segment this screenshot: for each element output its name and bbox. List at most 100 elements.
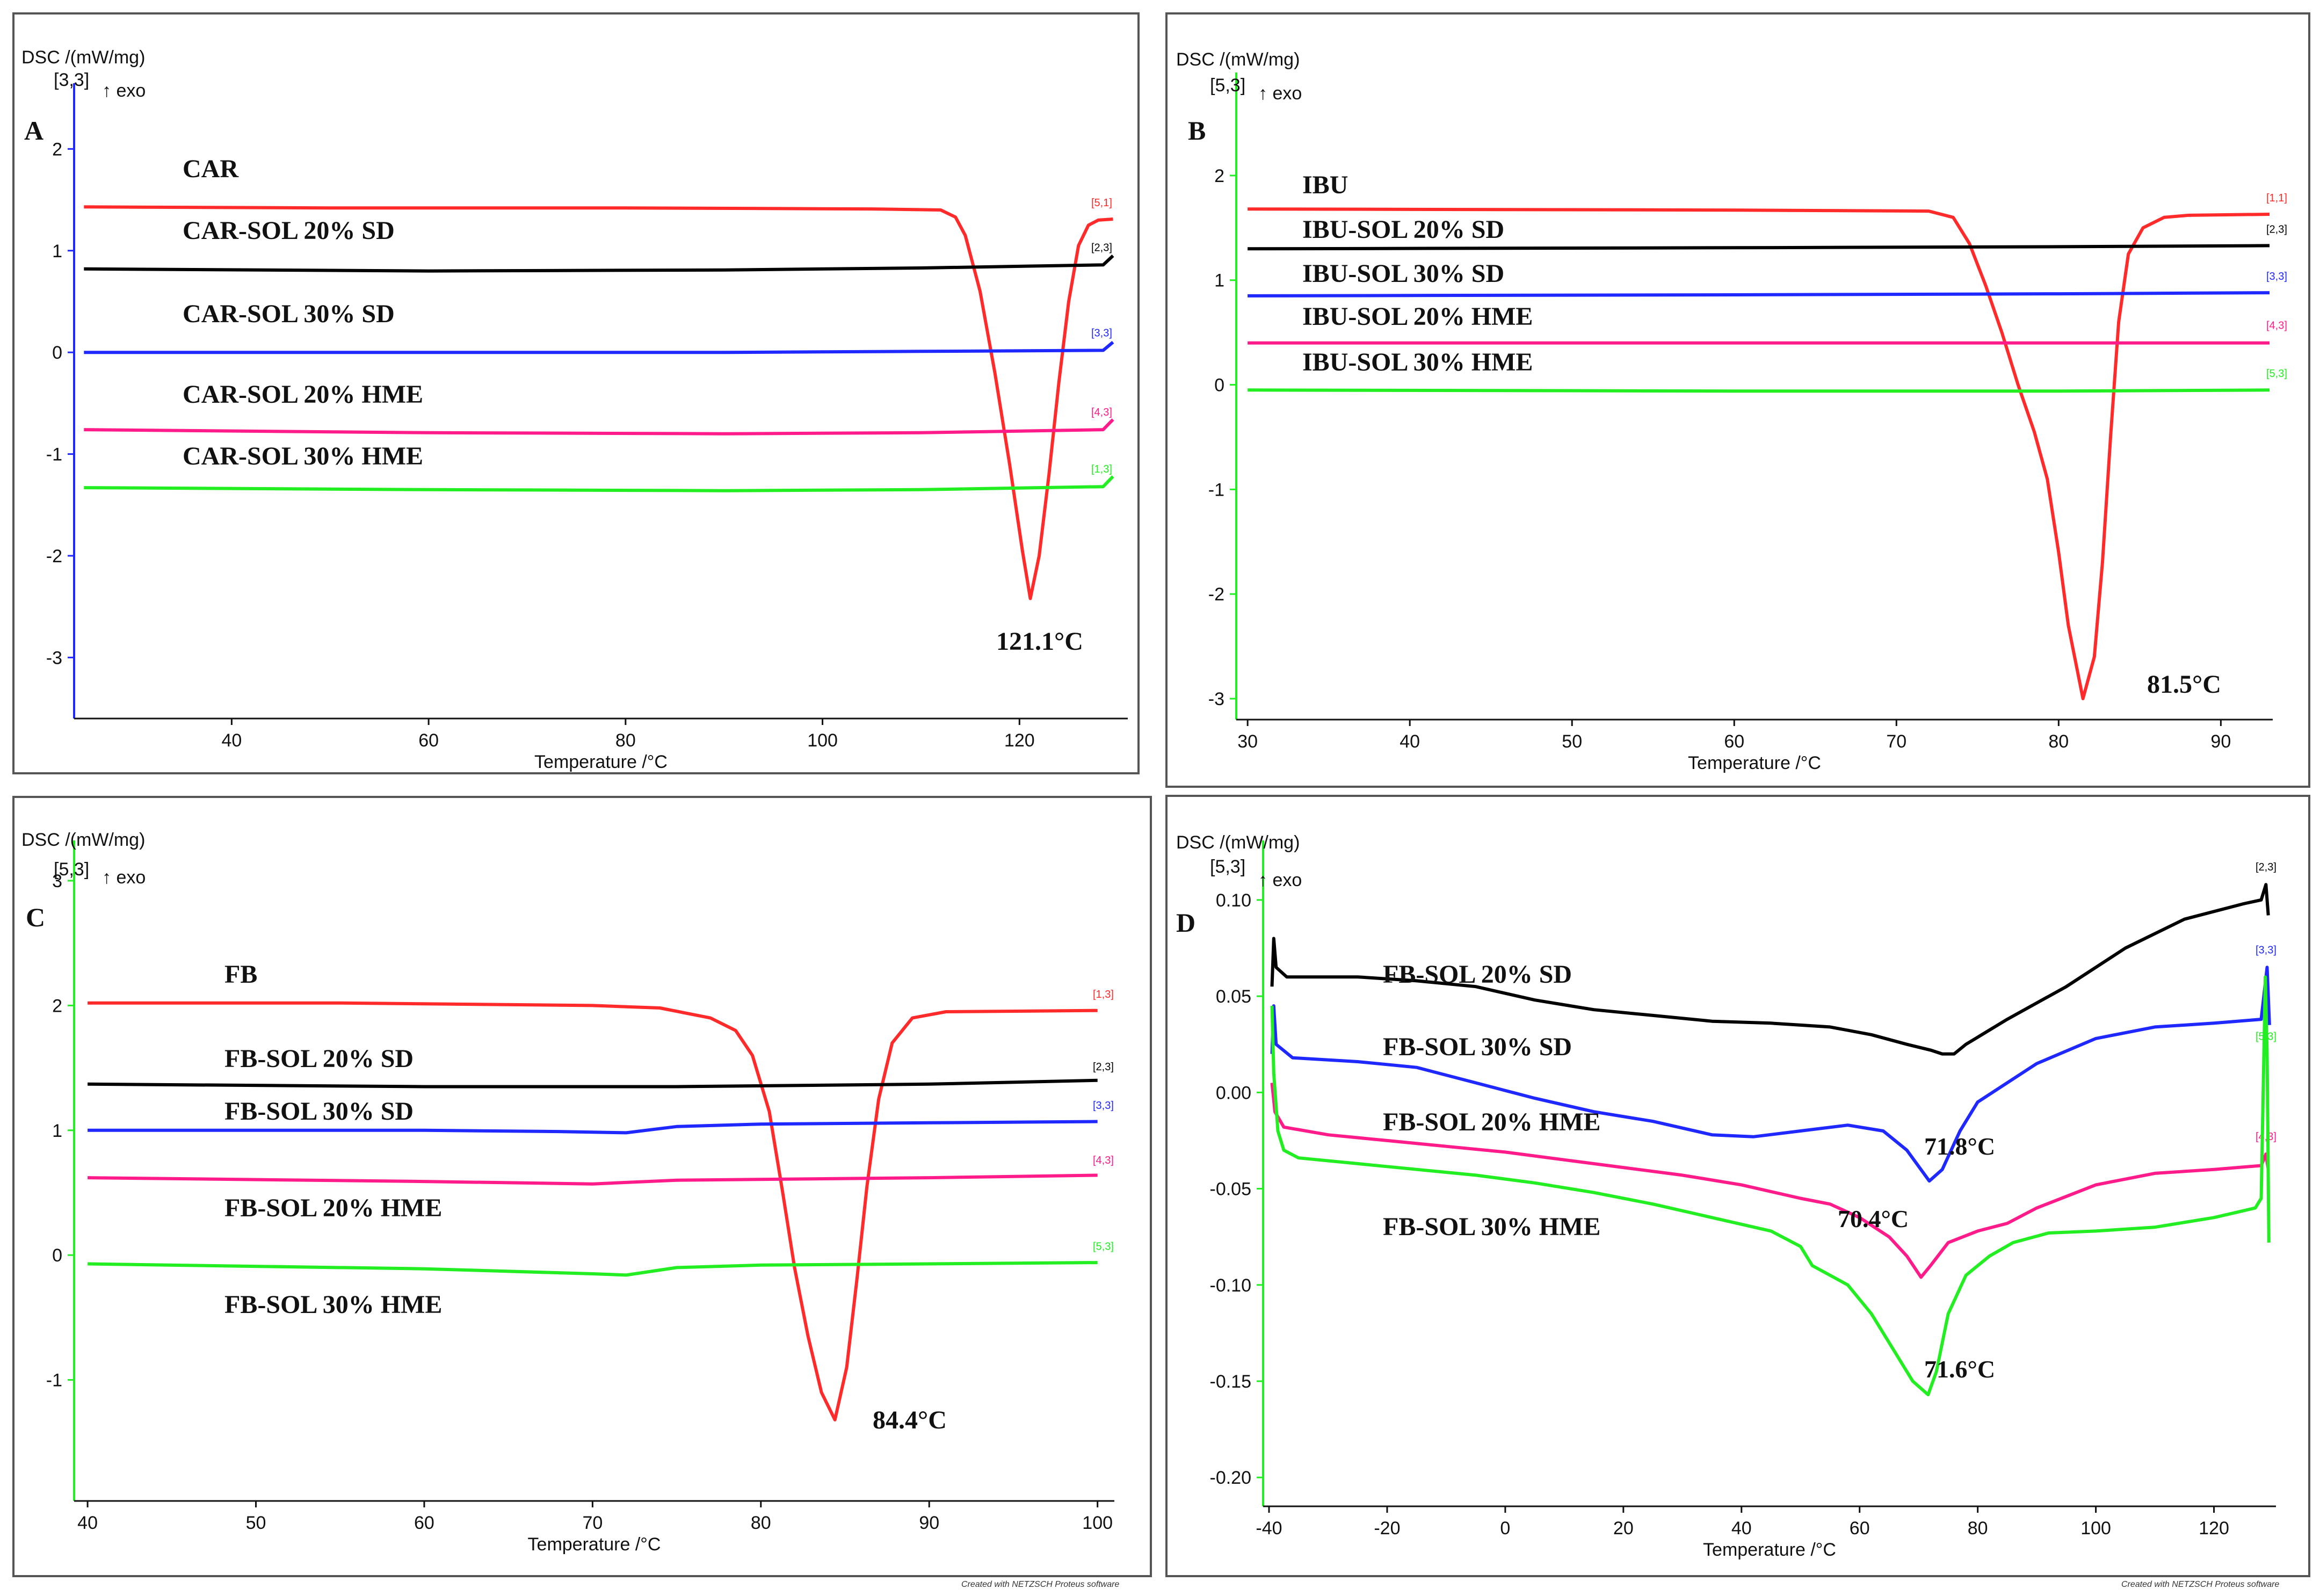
x-axis-title: Temperature /°C bbox=[1703, 1540, 1836, 1560]
series-tag: [4,3] bbox=[2256, 1131, 2276, 1143]
series-tag: [1,3] bbox=[1091, 463, 1112, 475]
series-label: IBU-SOL 30% SD bbox=[1302, 259, 1504, 288]
y-axis-title: DSC /(mW/mg) bbox=[1176, 832, 1300, 853]
series-tag: [5,3] bbox=[2256, 1031, 2276, 1043]
series-tag: [2,3] bbox=[1093, 1061, 1114, 1073]
y-tick-label: 0 bbox=[52, 343, 62, 363]
x-tick-label: 30 bbox=[1237, 731, 1258, 752]
x-tick-label: 80 bbox=[1968, 1518, 1988, 1539]
y-tick-label: -0.10 bbox=[1210, 1275, 1252, 1296]
x-axis-title: Temperature /°C bbox=[528, 1534, 661, 1555]
y-tick-label: -0.05 bbox=[1210, 1179, 1252, 1200]
peak-label: 81.5°C bbox=[2147, 670, 2221, 699]
y-tick-label: -2 bbox=[1208, 584, 1224, 605]
series-tag: [4,3] bbox=[1091, 407, 1112, 418]
axis-tag: [5,3] bbox=[1210, 857, 1245, 877]
panel-frame bbox=[12, 796, 1152, 1577]
series-label: IBU bbox=[1302, 171, 1348, 199]
x-tick-label: 100 bbox=[807, 730, 838, 751]
series-line-2 bbox=[84, 340, 1114, 354]
series-tag: [3,3] bbox=[1091, 327, 1112, 339]
series-line-1 bbox=[88, 1078, 1098, 1089]
x-tick-label: 100 bbox=[2080, 1518, 2111, 1539]
x-tick-label: 40 bbox=[77, 1513, 98, 1533]
series-line-0 bbox=[88, 1001, 1098, 1421]
series-tag: [4,3] bbox=[2266, 320, 2287, 332]
series-line-3 bbox=[84, 418, 1114, 436]
x-tick-label: 40 bbox=[221, 730, 242, 751]
y-tick-label: 0 bbox=[1214, 375, 1224, 396]
series-label: FB-SOL 30% SD bbox=[224, 1097, 414, 1126]
series-line-0 bbox=[1248, 207, 2270, 700]
peak-label: 70.4°C bbox=[1838, 1205, 1909, 1232]
y-tick-label: 0.05 bbox=[1216, 986, 1251, 1007]
series-tag: [4,3] bbox=[1093, 1155, 1114, 1166]
series-tag: [3,3] bbox=[2256, 944, 2276, 956]
x-tick-label: 60 bbox=[1850, 1518, 1870, 1539]
panel-frame bbox=[12, 12, 1140, 774]
x-tick-label: 20 bbox=[1613, 1518, 1634, 1539]
y-axis-title: DSC /(mW/mg) bbox=[21, 47, 145, 68]
y-tick-label: -3 bbox=[46, 648, 62, 668]
y-tick-label: -0.20 bbox=[1210, 1468, 1252, 1488]
series-label: CAR-SOL 20% HME bbox=[183, 380, 423, 409]
y-tick-label: 3 bbox=[52, 871, 62, 891]
series-line-2 bbox=[88, 1120, 1098, 1135]
series-tag: [2,3] bbox=[1091, 242, 1112, 253]
series-label: FB-SOL 20% HME bbox=[1383, 1108, 1600, 1136]
y-tick-label: 2 bbox=[1214, 166, 1224, 186]
x-tick-label: 60 bbox=[1724, 731, 1744, 752]
y-tick-label: 1 bbox=[52, 241, 62, 262]
series-label: CAR-SOL 30% SD bbox=[183, 300, 395, 328]
x-tick-label: 70 bbox=[582, 1513, 603, 1533]
x-tick-label: 0 bbox=[1500, 1518, 1510, 1539]
peak-label: 71.6°C bbox=[1924, 1355, 1995, 1383]
y-tick-label: 1 bbox=[52, 1121, 62, 1141]
y-tick-label: -1 bbox=[1208, 480, 1224, 500]
y-tick-label: 0.10 bbox=[1216, 890, 1251, 911]
exo-indicator: ↑ exo bbox=[102, 867, 146, 888]
panel-letter: D bbox=[1176, 908, 1195, 938]
series-tag: [1,1] bbox=[2266, 192, 2287, 204]
series-label: FB-SOL 20% HME bbox=[224, 1194, 442, 1222]
x-tick-label: 50 bbox=[1562, 731, 1582, 752]
y-tick-label: -2 bbox=[46, 546, 62, 567]
series-tag: [5,3] bbox=[2266, 368, 2287, 380]
x-tick-label: 40 bbox=[1400, 731, 1420, 752]
series-label: CAR-SOL 30% HME bbox=[183, 442, 423, 470]
panel-frame bbox=[1165, 12, 2310, 788]
series-tag: [3,3] bbox=[2266, 271, 2287, 282]
series-tag: [3,3] bbox=[1093, 1100, 1114, 1112]
series-tag: [1,3] bbox=[1093, 989, 1114, 1000]
series-line-4 bbox=[88, 1261, 1098, 1277]
y-tick-label: 0 bbox=[52, 1245, 62, 1266]
x-tick-label: -20 bbox=[1374, 1518, 1400, 1539]
panel-b: DSC /(mW/mg) [5,3] ↑ exo B 30 40 50 60 70 80 90 Tem… bbox=[1165, 12, 2310, 788]
y-axis-title: DSC /(mW/mg) bbox=[1176, 49, 1300, 70]
series-line-0 bbox=[84, 205, 1113, 600]
series-line-3 bbox=[88, 1173, 1098, 1186]
series-label: FB-SOL 30% SD bbox=[1383, 1033, 1572, 1061]
series-label: FB-SOL 30% HME bbox=[224, 1290, 442, 1319]
panel-c: DSC /(mW/mg) [5,3] ↑ exo C 40 50 60 70 80 90 100 Te… bbox=[12, 796, 1152, 1577]
y-tick-label: -0.15 bbox=[1210, 1372, 1252, 1392]
exo-indicator: ↑ exo bbox=[1258, 870, 1302, 890]
x-axis-title: Temperature /°C bbox=[534, 752, 668, 772]
series-label: FB-SOL 30% HME bbox=[1383, 1213, 1600, 1241]
series-line-1 bbox=[1270, 966, 2271, 1183]
series-line-2 bbox=[1248, 291, 2270, 298]
panel-d: DSC /(mW/mg) [5,3] ↑ exo D -40 -20 0 20 40 60 80 10… bbox=[1165, 795, 2310, 1577]
y-tick-label: 2 bbox=[52, 996, 62, 1016]
series-label: IBU-SOL 20% SD bbox=[1302, 215, 1504, 244]
x-tick-label: 120 bbox=[2199, 1518, 2229, 1539]
x-tick-label: 90 bbox=[919, 1513, 939, 1533]
exo-indicator: ↑ exo bbox=[102, 81, 146, 101]
x-tick-label: 80 bbox=[615, 730, 636, 751]
series-label: FB-SOL 20% SD bbox=[224, 1044, 414, 1073]
y-tick-label: 1 bbox=[1214, 271, 1224, 291]
x-axis-title: Temperature /°C bbox=[1688, 753, 1821, 773]
footer-credit: Created with NETZSCH Proteus software bbox=[2121, 1580, 2279, 1589]
series-line-2 bbox=[1270, 1083, 2270, 1279]
